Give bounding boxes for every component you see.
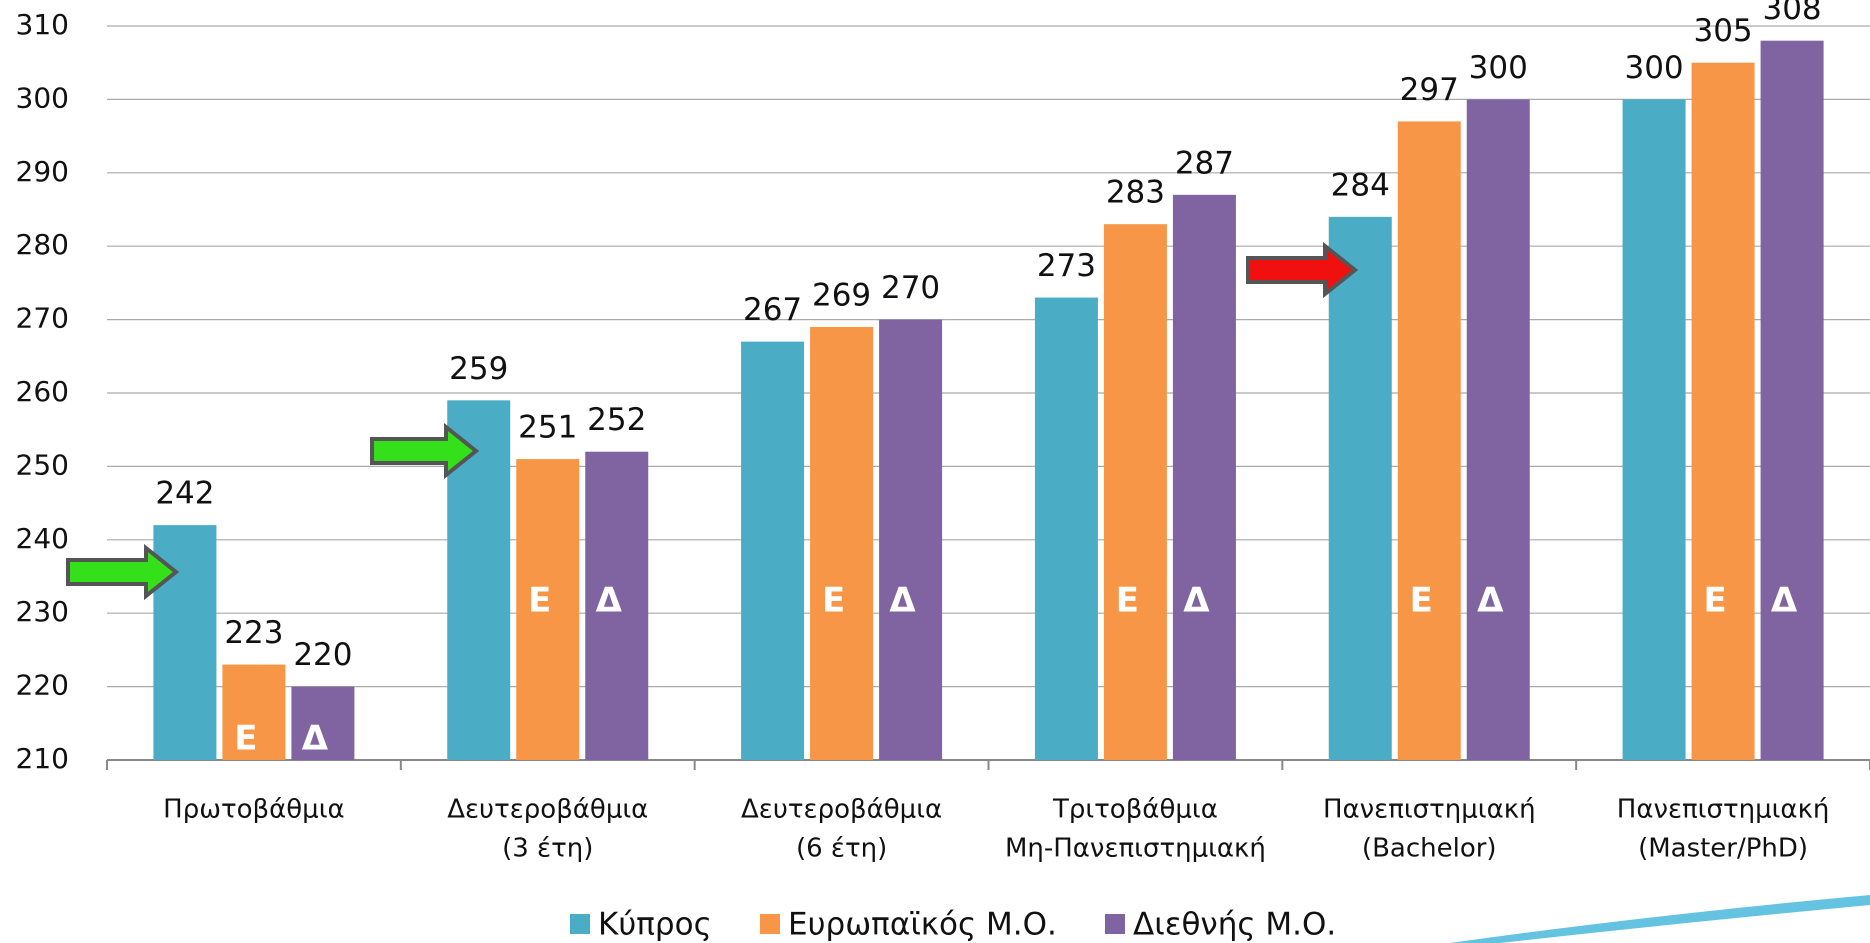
- data-label: 223: [224, 615, 283, 651]
- x-tick-label: (Bachelor): [1362, 834, 1497, 864]
- bar: [516, 459, 580, 760]
- bar: [1622, 99, 1686, 760]
- x-tick-label: Δευτεροβάθμια: [447, 795, 648, 825]
- x-tick-label: Τριτοβάθμια: [1052, 795, 1218, 825]
- bar-letter: Δ: [596, 581, 623, 621]
- y-tick-label: 250: [16, 448, 69, 481]
- data-label: 267: [743, 292, 802, 328]
- bar: [585, 451, 649, 760]
- arrow: [1246, 241, 1359, 299]
- x-tick-label: Πανεπιστημιακή: [1323, 795, 1536, 825]
- arrow: [66, 543, 180, 601]
- x-tick-label: (3 έτη): [502, 834, 593, 864]
- bar: [1328, 216, 1392, 761]
- bar-letter: Ε: [528, 581, 551, 621]
- data-label: 300: [1624, 50, 1683, 86]
- legend-label: Ευρωπαϊκός Μ.Ο.: [788, 907, 1057, 943]
- bar: [1397, 121, 1461, 761]
- data-label: 300: [1469, 50, 1528, 86]
- y-tick-label: 210: [16, 742, 69, 775]
- data-label: 273: [1037, 248, 1096, 284]
- data-label: 259: [449, 351, 508, 387]
- data-label: 305: [1693, 13, 1752, 49]
- bar-letter: Ε: [1703, 581, 1726, 621]
- bar-letter: Ε: [822, 581, 845, 621]
- legend-swatch: [760, 914, 780, 934]
- data-label: 269: [812, 277, 871, 313]
- bar-letter: Δ: [1771, 581, 1798, 621]
- y-tick-label: 230: [16, 595, 69, 628]
- y-tick-label: 300: [16, 81, 69, 114]
- bar: [291, 686, 355, 760]
- data-label: 308: [1762, 0, 1821, 27]
- legend-swatch: [1105, 914, 1125, 934]
- bar: [222, 664, 286, 760]
- y-tick-label: 270: [16, 302, 69, 335]
- bar-letter: Ε: [1410, 581, 1433, 621]
- legend-label: Κύπρος: [598, 907, 712, 943]
- y-tick-label: 240: [16, 522, 69, 555]
- data-label: 220: [293, 637, 352, 673]
- bar-letter: Δ: [302, 719, 329, 759]
- data-label: 284: [1331, 167, 1390, 203]
- bar: [1172, 194, 1236, 760]
- x-tick-label: Πρωτοβάθμια: [163, 795, 345, 825]
- bar-letter: Δ: [1183, 581, 1210, 621]
- y-tick-label: 220: [16, 669, 69, 702]
- y-tick-label: 260: [16, 375, 69, 408]
- bar: [879, 319, 943, 760]
- y-tick-label: 280: [16, 228, 69, 261]
- y-tick-label: 290: [16, 155, 69, 188]
- data-label: 297: [1400, 72, 1459, 108]
- bar: [810, 326, 874, 760]
- bar-letter: Ε: [1116, 581, 1139, 621]
- legend-swatch: [570, 914, 590, 934]
- bar: [1691, 62, 1755, 760]
- decoration-swoosh: [1450, 895, 1870, 943]
- bar-letter: Δ: [889, 581, 916, 621]
- bar: [1034, 297, 1098, 760]
- bar-letter: Ε: [234, 719, 257, 759]
- x-tick-label: (6 έτη): [796, 834, 887, 864]
- x-tick-label: (Master/PhD): [1638, 834, 1808, 864]
- y-tick-label: 310: [16, 8, 69, 41]
- data-label: 242: [155, 476, 214, 512]
- data-label: 283: [1106, 175, 1165, 211]
- legend-label: Διεθνής Μ.Ο.: [1133, 907, 1336, 943]
- bar: [1466, 99, 1530, 760]
- bar-letter: Δ: [1477, 581, 1504, 621]
- bar: [1103, 224, 1167, 760]
- x-tick-label: Πανεπιστημιακή: [1617, 795, 1830, 825]
- x-tick-label: Μη-Πανεπιστημιακή: [1005, 834, 1266, 864]
- bar: [1760, 40, 1824, 761]
- data-label: 251: [518, 410, 577, 446]
- data-label: 287: [1175, 145, 1234, 181]
- arrow: [370, 422, 480, 480]
- bar: [741, 341, 805, 760]
- x-tick-label: Δευτεροβάθμια: [741, 795, 942, 825]
- data-label: 252: [587, 402, 646, 438]
- data-label: 270: [881, 270, 940, 306]
